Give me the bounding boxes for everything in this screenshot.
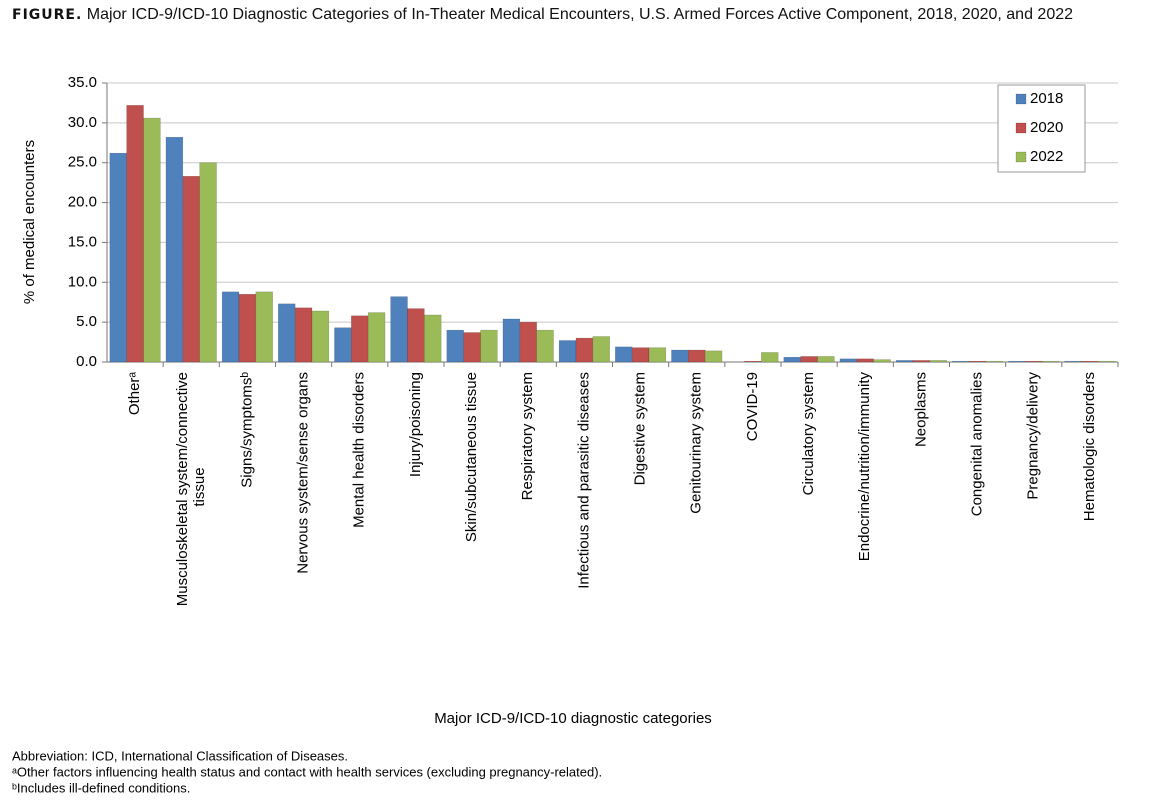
footnote: ᵇIncludes ill-defined conditions.: [12, 780, 190, 795]
bar: [255, 291, 273, 363]
bar: [615, 346, 633, 363]
bar: [800, 356, 818, 363]
bar: [351, 315, 369, 363]
footnote: Abbreviation: ICD, International Classif…: [12, 748, 348, 763]
x-tick-label: Signs/symptomsᵇ: [238, 372, 255, 488]
x-tick-label-line: tissue: [191, 467, 208, 510]
x-tick-label: Circulatory system: [800, 372, 817, 495]
bar: [856, 358, 874, 363]
x-axis-title: Major ICD-9/ICD-10 diagnostic categories: [434, 710, 712, 727]
x-tick-label: Skin/subcutaneous tissue: [463, 372, 480, 542]
figure-label: FIGURE.: [12, 7, 83, 23]
bar: [817, 356, 835, 363]
chart-title: Major ICD-9/ICD-10 Diagnostic Categories…: [86, 6, 1074, 23]
legend-box: [997, 84, 1086, 173]
x-tick-label: Mental health disorders: [351, 372, 368, 528]
bar: [985, 360, 1004, 363]
x-tick-label: Nervous system/sense organs: [295, 372, 312, 574]
bar: [648, 347, 667, 363]
bar: [1008, 360, 1026, 363]
bar: [704, 350, 723, 363]
bar: [446, 329, 464, 363]
legend-swatch: [1015, 151, 1027, 163]
bar: [952, 360, 970, 363]
y-tick-label: 5.0: [76, 313, 97, 330]
y-tick-label: 10.0: [68, 273, 97, 290]
bar: [1081, 360, 1099, 363]
y-tick-label: 15.0: [68, 233, 97, 250]
bar: [536, 329, 554, 363]
bar: [688, 349, 706, 363]
x-tick-label: Musculoskeletal system/connective tissue: [174, 372, 208, 606]
legend-label: 2022: [1030, 148, 1063, 165]
x-tick-label: COVID-19: [744, 372, 761, 441]
x-tick-label: Neoplasms: [912, 372, 929, 447]
bar: [592, 336, 610, 363]
y-tick-label: 0.0: [76, 353, 97, 370]
bar: [143, 117, 161, 363]
bar: [238, 293, 257, 363]
y-tick-label: 35.0: [68, 74, 97, 91]
bar: [480, 329, 498, 363]
bar: [912, 360, 931, 363]
bar: [744, 360, 762, 363]
x-tick-label: Otherᵃ: [126, 372, 143, 416]
bar: [895, 360, 914, 363]
bar: [1098, 360, 1116, 363]
bar: [631, 347, 650, 363]
bar: [165, 136, 184, 363]
x-tick-label: Hematologic disorders: [1081, 372, 1098, 521]
x-tick-label: Endocrine/nutrition/immunity: [856, 372, 873, 562]
bar: [463, 332, 481, 363]
x-tick-label: Injury/poisoning: [407, 372, 424, 477]
footnote: ᵃOther factors influencing health status…: [12, 764, 602, 779]
legend-swatch: [1015, 122, 1027, 134]
title-block: FIGURE. Major ICD-9/ICD-10 Diagnostic Ca…: [12, 5, 1142, 25]
bar: [671, 349, 689, 363]
bar: [502, 318, 521, 363]
bar: [1041, 360, 1060, 363]
bar: [783, 356, 801, 363]
bar: [182, 176, 200, 363]
x-tick-label: Pregnancy/delivery: [1025, 372, 1042, 500]
x-tick-label: Digestive system: [632, 372, 649, 485]
bar: [407, 308, 425, 363]
bar: [199, 162, 217, 363]
legend-label: 2018: [1030, 90, 1063, 107]
y-tick-label: 25.0: [68, 154, 97, 171]
bar: [334, 327, 352, 363]
x-tick-label: Respiratory system: [519, 372, 536, 500]
bar: [558, 340, 577, 363]
y-axis-title: % of medical encounters: [21, 140, 38, 304]
bar: [311, 310, 330, 363]
bar: [367, 312, 386, 363]
bar: [761, 352, 779, 363]
y-tick-label: 20.0: [68, 194, 97, 211]
legend-label: 2020: [1030, 119, 1063, 136]
bar: [1064, 360, 1082, 363]
bar: [575, 337, 594, 363]
bar: [109, 152, 127, 363]
bar: [1025, 360, 1043, 363]
bar: [929, 360, 947, 363]
x-tick-label: Infectious and parasitic diseases: [575, 372, 592, 589]
bar: [839, 358, 858, 363]
bar: [390, 296, 408, 363]
bar: [968, 360, 987, 363]
x-tick-label: Congenital anomalies: [969, 372, 986, 516]
bar: [519, 321, 537, 363]
bar: [278, 303, 296, 363]
y-tick-label: 30.0: [68, 114, 97, 131]
legend-swatch: [1015, 93, 1027, 105]
bar: [424, 314, 442, 363]
x-tick-label-line: Musculoskeletal system/connective: [174, 372, 191, 606]
bar: [126, 105, 144, 363]
x-tick-label: Genitourinary system: [688, 372, 705, 514]
bar: [221, 291, 240, 363]
bar: [873, 359, 891, 363]
bar: [294, 307, 313, 363]
